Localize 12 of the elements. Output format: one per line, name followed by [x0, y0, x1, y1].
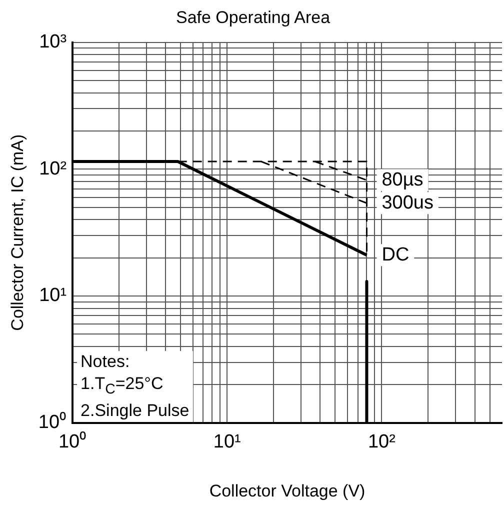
x-axis-title: Collector Voltage (V)	[209, 481, 366, 500]
x-tick-label: 10¹	[213, 431, 241, 452]
y-tick-label: 10³	[39, 32, 67, 53]
y-tick-label: 10²	[39, 158, 67, 180]
chart-title: Safe Operating Area	[176, 8, 331, 27]
series-label: 300us	[382, 192, 434, 214]
annotation: Notes: 1.T$_{C}$=25°C 2.Single Pulse	[76, 350, 194, 422]
x-tick-label: 10²	[368, 431, 396, 452]
y-tick-label: 10¹	[39, 285, 67, 306]
series-label: 80µs	[382, 169, 424, 190]
series-label: DC	[382, 244, 410, 266]
y-axis-title: Collector Current, IC (mA)	[8, 134, 27, 331]
